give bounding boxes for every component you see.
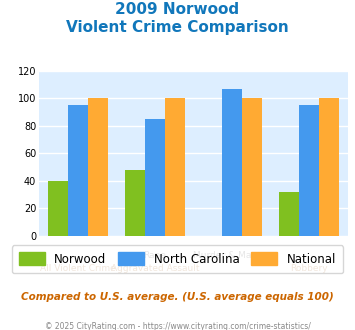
Text: Violent Crime Comparison: Violent Crime Comparison	[66, 20, 289, 35]
Bar	[299, 105, 320, 236]
Bar	[320, 98, 339, 236]
Bar	[48, 181, 67, 236]
Text: Aggravated Assault: Aggravated Assault	[111, 264, 199, 273]
Bar	[67, 105, 88, 236]
Text: Rape: Rape	[143, 251, 166, 260]
Text: 2009 Norwood: 2009 Norwood	[115, 2, 240, 16]
Legend: Norwood, North Carolina, National: Norwood, North Carolina, National	[12, 246, 343, 273]
Text: All Violent Crime: All Violent Crime	[40, 264, 115, 273]
Bar	[165, 98, 185, 236]
Bar	[145, 119, 165, 236]
Bar	[125, 170, 145, 236]
Text: Compared to U.S. average. (U.S. average equals 100): Compared to U.S. average. (U.S. average …	[21, 292, 334, 302]
Bar	[222, 89, 242, 236]
Text: Robbery: Robbery	[290, 264, 328, 273]
Bar	[88, 98, 108, 236]
Bar	[242, 98, 262, 236]
Bar	[279, 192, 299, 236]
Text: Murder & Mans...: Murder & Mans...	[193, 251, 271, 260]
Text: © 2025 CityRating.com - https://www.cityrating.com/crime-statistics/: © 2025 CityRating.com - https://www.city…	[45, 322, 310, 330]
